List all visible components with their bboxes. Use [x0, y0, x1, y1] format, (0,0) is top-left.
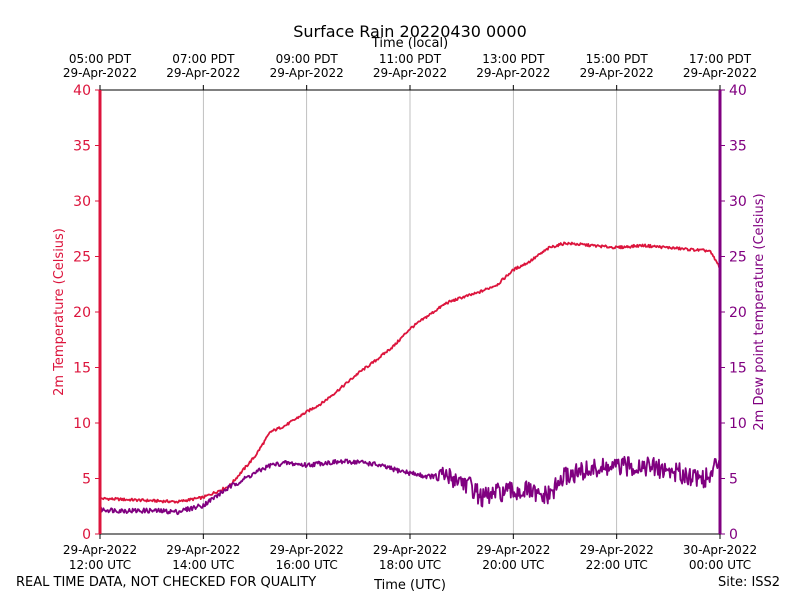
x-tick-label-top-date: 29-Apr-2022: [476, 66, 550, 80]
x-tick-label-bottom-date: 29-Apr-2022: [476, 543, 550, 557]
y-tick-label-right: 10: [729, 416, 747, 432]
site-label: Site: ISS2: [718, 575, 781, 590]
x-tick-label-top-date: 29-Apr-2022: [166, 66, 240, 80]
x-tick-label-bottom-time: 20:00 UTC: [482, 558, 544, 572]
x-tick-label-top-date: 29-Apr-2022: [373, 66, 447, 80]
dewpoint-line: [99, 455, 721, 516]
x-tick-label-bottom-time: 22:00 UTC: [586, 558, 648, 572]
x-tick-label-top-date: 29-Apr-2022: [270, 66, 344, 80]
x-tick-label-top-time: 09:00 PDT: [276, 52, 339, 66]
chart-title: Surface Rain 20220430 0000: [293, 22, 527, 41]
x-tick-label-bottom-time: 14:00 UTC: [172, 558, 234, 572]
y-tick-label-right: 20: [729, 305, 747, 321]
x-tick-label-bottom-date: 29-Apr-2022: [580, 543, 654, 557]
x-tick-label-top-date: 29-Apr-2022: [580, 66, 654, 80]
x-axis-label: Time (UTC): [373, 578, 446, 593]
y-tick-label-left: 25: [73, 250, 91, 266]
x-tick-label-bottom-date: 29-Apr-2022: [270, 543, 344, 557]
y-tick-label-left: 0: [82, 527, 91, 543]
x-tick-label-bottom-time: 00:00 UTC: [689, 558, 751, 572]
x-tick-label-top-time: 15:00 PDT: [586, 52, 649, 66]
temperature-line: [99, 241, 721, 504]
y-tick-label-right: 25: [729, 250, 747, 266]
y-tick-label-left: 30: [73, 194, 91, 210]
y-tick-label-right: 40: [729, 83, 747, 99]
x-tick-label-top-time: 11:00 PDT: [379, 52, 442, 66]
x-tick-label-bottom-time: 12:00 UTC: [69, 558, 131, 572]
y-tick-label-right: 0: [729, 527, 738, 543]
y-tick-label-left: 35: [73, 139, 91, 155]
y-tick-label-left: 5: [82, 472, 91, 488]
x-tick-label-bottom-date: 29-Apr-2022: [373, 543, 447, 557]
y-tick-label-right: 30: [729, 194, 747, 210]
x-tick-label-bottom-date: 29-Apr-2022: [63, 543, 137, 557]
y-tick-label-left: 10: [73, 416, 91, 432]
x-tick-label-top-time: 13:00 PDT: [482, 52, 545, 66]
quality-disclaimer: REAL TIME DATA, NOT CHECKED FOR QUALITY: [16, 575, 317, 590]
top-axis-label: Time (local): [371, 36, 448, 51]
y-tick-label-left: 40: [73, 83, 91, 99]
x-tick-label-top-time: 07:00 PDT: [172, 52, 235, 66]
x-tick-label-bottom-date: 30-Apr-2022: [683, 543, 757, 557]
y-axis-label-left: 2m Temperature (Celsius): [52, 228, 67, 396]
x-tick-label-top-date: 29-Apr-2022: [683, 66, 757, 80]
y-tick-label-right: 15: [729, 361, 747, 377]
x-tick-label-bottom-date: 29-Apr-2022: [166, 543, 240, 557]
y-tick-label-right: 5: [729, 472, 738, 488]
x-tick-label-top-time: 05:00 PDT: [69, 52, 132, 66]
x-tick-label-top-time: 17:00 PDT: [689, 52, 752, 66]
y-axis-label-right: 2m Dew point temperature (Celsius): [752, 193, 767, 430]
y-tick-label-right: 35: [729, 139, 747, 155]
x-tick-label-bottom-time: 18:00 UTC: [379, 558, 441, 572]
x-tick-label-bottom-time: 16:00 UTC: [276, 558, 338, 572]
y-tick-label-left: 15: [73, 361, 91, 377]
x-tick-label-top-date: 29-Apr-2022: [63, 66, 137, 80]
y-tick-label-left: 20: [73, 305, 91, 321]
